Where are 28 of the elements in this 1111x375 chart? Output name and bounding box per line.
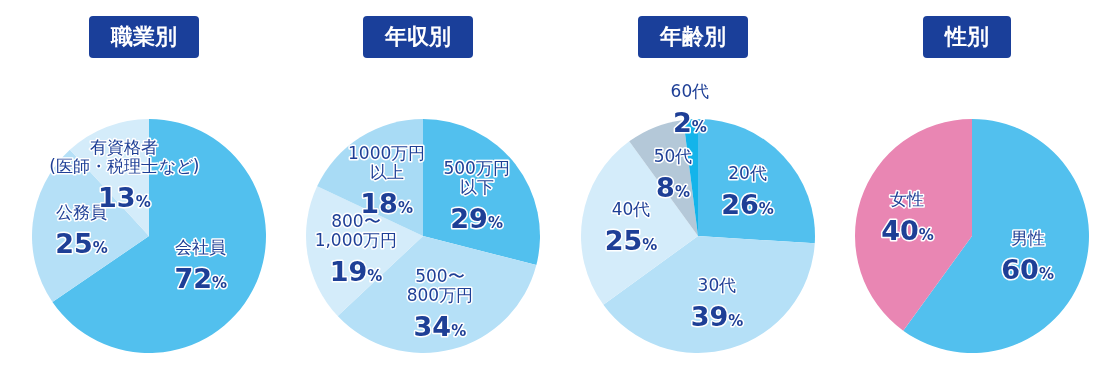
data-label: 29% [450,203,504,235]
pie-slice [52,119,266,353]
slice-label: 男性 [1010,227,1045,248]
chart-title: 職業別 [89,16,199,58]
data-label: 2% [672,106,707,138]
slice-label: 1000万円以上 [348,142,426,182]
data-label: 40% [881,214,934,246]
data-label: 26% [720,189,774,221]
data-label: 34% [413,310,467,342]
slice-label: 60代 [670,80,709,101]
data-label: 39% [690,300,743,332]
data-label: 8% [655,172,690,204]
data-label: 72% [174,262,228,294]
slice-label: 500万円以下 [443,158,511,198]
pie-slice [855,119,972,331]
slice-label: 30代 [697,274,736,295]
chart-title: 年齢別 [637,16,748,58]
data-label: 25% [604,224,657,256]
data-label: 60% [1001,253,1054,285]
data-label: 19% [330,255,383,287]
slice-label: 会社員 [175,236,227,257]
slice-label: 20代 [727,163,767,184]
chart-title: 年収別 [363,16,474,58]
data-label: 25% [55,227,108,259]
slice-label: 女性 [890,188,925,209]
slice-label: 500〜800万円 [406,265,474,305]
slice-label: 40代 [611,198,650,219]
chart-title: 性別 [922,16,1011,58]
